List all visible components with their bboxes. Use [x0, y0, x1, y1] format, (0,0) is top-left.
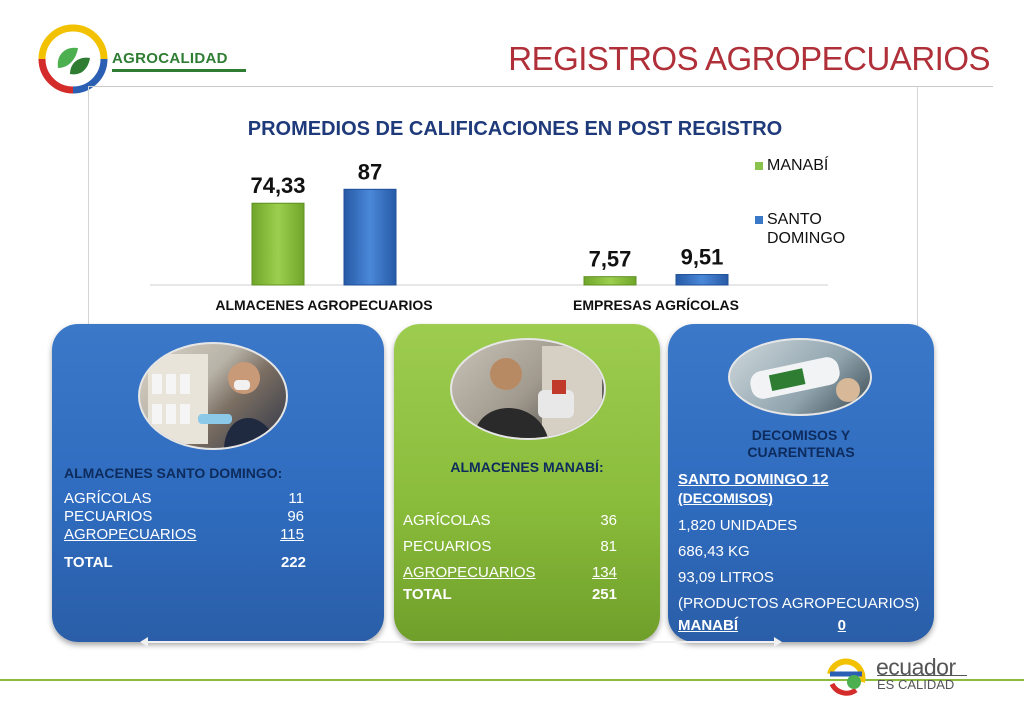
stores-list: AGRÍCOLAS 11 PECUARIOS 96 AGROPECUARIOS 115	[64, 490, 304, 544]
santo-domingo-seizures: SANTO DOMINGO 12	[678, 471, 829, 488]
arrow-right-icon	[774, 637, 782, 647]
legend-swatch-manabi	[755, 162, 763, 170]
list-item: PECUARIOS 96	[64, 508, 304, 525]
arrow-left-icon	[140, 637, 148, 647]
legend-label-manabi: MANABÍ	[767, 155, 829, 174]
seizures-subtitle: (DECOMISOS)	[678, 490, 773, 506]
bar-value-label: 74,33	[250, 173, 305, 198]
brand-underline	[112, 69, 246, 72]
total-row: TOTAL 251	[403, 586, 617, 603]
list-item: AGRÍCOLAS 11	[64, 490, 304, 507]
list-item: AGROPECUARIOS 115	[64, 526, 304, 543]
stores-list: AGRÍCOLAS 36 PECUARIOS 81 AGROPECUARIOS 134	[403, 508, 617, 586]
product-photo-image	[728, 338, 872, 416]
agrocalidad-logo-icon	[38, 24, 108, 94]
worker-photo-image	[138, 342, 288, 450]
list-item: AGRÍCOLAS 36	[403, 512, 617, 529]
manabi-stores-panel: ALMACENES MANABÍ: AGRÍCOLAS 36 PECUARIOS 8…	[394, 324, 660, 642]
seizures-list: 1,820 UNIDADES 686,43 KG 93,09 LITROS (P…	[678, 513, 919, 617]
bar-santo-domingo	[343, 188, 397, 286]
legend-swatch-santo-domingo	[755, 216, 763, 224]
slide-title: REGISTROS AGROPECUARIOS	[508, 40, 990, 77]
panel-title: ALMACENES SANTO DOMINGO:	[64, 465, 283, 481]
panel-title: ALMACENES MANABÍ:	[450, 459, 604, 475]
chart-title: PROMEDIOS DE CALIFICACIONES EN POST REGI…	[247, 118, 783, 140]
santo-domingo-stores-panel: ALMACENES SANTO DOMINGO: AGRÍCOLAS 11 PEC…	[52, 324, 384, 642]
category-label: ALMACENES AGROPECUARIOS	[215, 297, 432, 313]
list-item: (PRODUCTOS AGROPECUARIOS)	[678, 595, 920, 612]
list-item: 1,820 UNIDADES	[678, 517, 798, 534]
bar-santo-domingo	[675, 274, 729, 286]
total-row: TOTAL 222	[64, 554, 306, 571]
chart-frame-left	[88, 86, 89, 326]
seizures-panel: DECOMISOS Y CUARENTENAS SANTO DOMINGO 12…	[668, 324, 934, 642]
list-item: AGROPECUARIOS 134	[403, 564, 617, 581]
footer-brand-divider	[877, 675, 967, 676]
list-item: 686,43 KG	[678, 543, 750, 560]
footer-brand-line2: ES CALIDAD	[877, 677, 955, 692]
title-divider	[88, 86, 993, 87]
double-arrow-connector	[146, 641, 776, 643]
list-item: PECUARIOS 81	[403, 538, 617, 555]
bar-manabi	[251, 202, 305, 286]
manabi-seizures-row: MANABÍ 0	[678, 617, 846, 634]
panel-title: DECOMISOS Y CUARENTENAS	[747, 427, 855, 460]
list-item: 93,09 LITROS	[678, 569, 774, 586]
category-label: EMPRESAS AGRÍCOLAS	[573, 297, 739, 313]
worker-photo-image	[450, 338, 606, 440]
bar-manabi	[583, 276, 637, 286]
footer-rule	[0, 679, 1024, 681]
bar-value-label: 7,57	[589, 247, 632, 272]
ecuador-calidad-logo-icon	[827, 658, 866, 696]
brand-name: AGROCALIDAD	[112, 50, 228, 67]
bar-value-label: 87	[358, 159, 382, 184]
legend-label-santo-domingo: SANTO DOMINGO	[767, 211, 845, 247]
chart-frame-right	[917, 86, 918, 326]
bar-value-label: 9,51	[681, 245, 724, 270]
